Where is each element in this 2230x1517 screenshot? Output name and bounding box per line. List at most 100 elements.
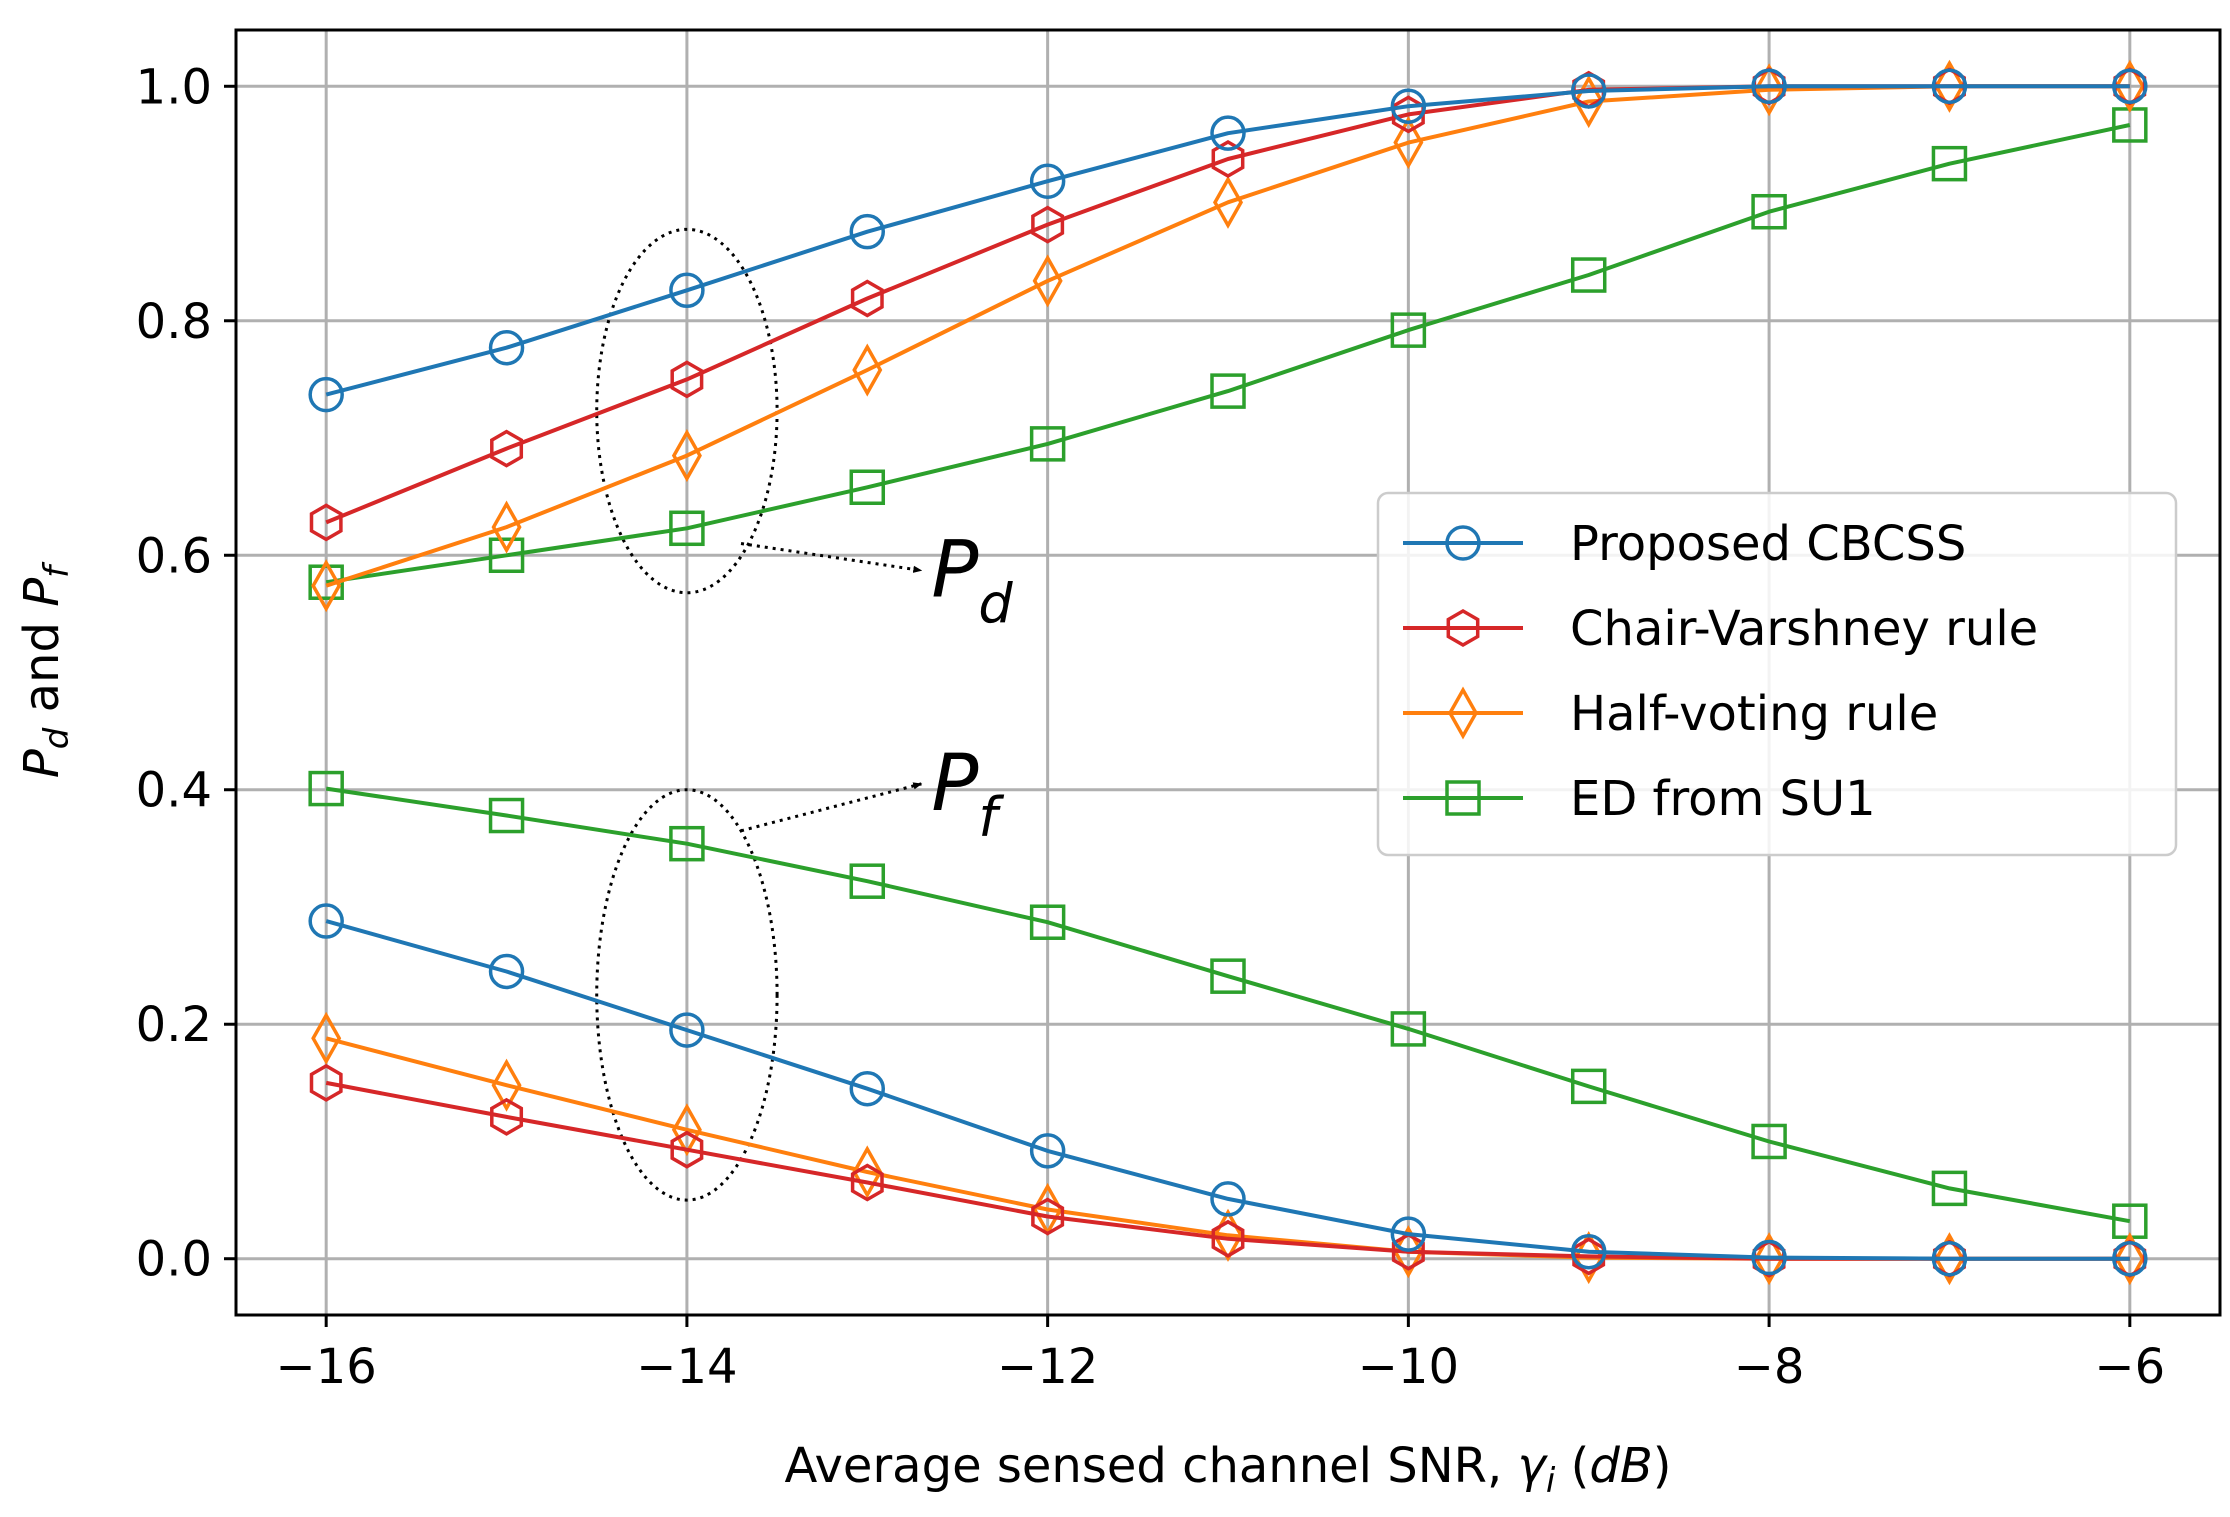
data-point-pf-half-voting-rule: [311, 1011, 342, 1065]
data-point-pf-ed-from-su1: [1390, 1011, 1427, 1047]
x-tick-label: −8: [1734, 1339, 1805, 1395]
data-point-pd-ed-from-su1: [669, 510, 705, 547]
x-tick-label: −12: [997, 1339, 1098, 1395]
series-line-pd-half-voting-rule: [325, 84, 2130, 588]
legend-swatch-marker: [1446, 608, 1480, 648]
data-point-pf-ed-from-su1: [1931, 1170, 1968, 1207]
plot-series: [308, 59, 2148, 1286]
data-point-pf-chair-varshney-rule: [1031, 1197, 1065, 1236]
data-point-pf-proposed-cbcss: [849, 1070, 886, 1107]
legend-box: [1376, 491, 2178, 857]
x-axis-title: Average sensed channel SNR, γi (dB): [784, 1438, 1671, 1501]
data-point-pf-proposed-cbcss: [488, 953, 525, 990]
data-point-pf-ed-from-su1: [1751, 1123, 1787, 1160]
data-point-pd-ed-from-su1: [1210, 373, 1246, 409]
data-point-pf-ed-from-su1: [1029, 904, 1066, 940]
data-point-pd-proposed-cbcss: [1931, 68, 1968, 105]
series-line-pd-proposed-cbcss: [325, 84, 2130, 397]
data-point-pd-half-voting-rule: [1212, 175, 1244, 229]
annotation-arrow-d: [740, 542, 923, 573]
annotation-ellipse-f: [595, 788, 779, 1202]
x-axis: −16 −14 −12 −10 −8 −6: [276, 1315, 2165, 1395]
data-point-pf-proposed-cbcss: [308, 903, 344, 939]
data-point-pd-proposed-cbcss: [849, 213, 886, 250]
data-point-pd-proposed-cbcss: [1570, 73, 1607, 109]
data-point-pd-half-voting-rule: [1754, 63, 1785, 117]
y-tick-label: 0.8: [136, 294, 212, 350]
data-point-pd-half-voting-rule: [852, 343, 883, 397]
data-point-pf-ed-from-su1: [849, 863, 886, 899]
data-point-pf-ed-from-su1: [1570, 1068, 1607, 1105]
data-point-pd-proposed-cbcss: [2112, 68, 2148, 105]
annotations: Pd Pf: [595, 227, 1013, 1202]
data-point-pf-ed-from-su1: [488, 797, 525, 834]
y-tick-label: 0.0: [136, 1232, 212, 1288]
data-point-pf-proposed-cbcss: [1751, 1239, 1787, 1276]
legend-swatch-marker: [1445, 525, 1481, 561]
data-point-pf-ed-from-su1: [1210, 958, 1246, 994]
data-point-pd-ed-from-su1: [488, 537, 525, 574]
series-line-pd-ed-from-su1: [325, 123, 2131, 585]
legend-item-chair-varshney-rule: Chair-Varshney rule: [1403, 601, 2038, 657]
x-tick-label: −6: [2094, 1339, 2165, 1395]
legend-swatch-marker: [1445, 780, 1481, 816]
data-point-pd-half-voting-rule: [1032, 254, 1063, 308]
data-point-pf-ed-from-su1: [669, 825, 705, 862]
data-point-pf-proposed-cbcss: [669, 1012, 705, 1048]
data-point-pd-ed-from-su1: [1390, 312, 1427, 348]
plot-frame: [234, 28, 2222, 1317]
y-tick-label: 1.0: [136, 59, 212, 115]
data-point-pd-chair-varshney-rule: [490, 429, 524, 468]
data-point-pf-half-voting-rule: [671, 1103, 702, 1157]
series-line-pf-ed-from-su1: [325, 786, 2131, 1224]
data-point-pd-half-voting-rule: [671, 429, 702, 483]
data-point-pf-half-voting-rule: [2114, 1232, 2145, 1286]
y-tick-label: 0.2: [136, 997, 212, 1053]
data-point-pd-chair-varshney-rule: [850, 279, 884, 318]
legend: Proposed CBCSS Chair-Varshney rule Half-vo…: [1376, 491, 2178, 857]
data-point-pd-proposed-cbcss: [1210, 115, 1246, 151]
data-point-pd-ed-from-su1: [1570, 257, 1607, 293]
legend-label: Chair-Varshney rule: [1570, 601, 2038, 657]
data-point-pf-proposed-cbcss: [1390, 1216, 1427, 1252]
data-point-pd-chair-varshney-rule: [309, 503, 343, 542]
x-tick-label: −10: [1358, 1339, 1459, 1395]
annotation-label-f: Pf: [931, 739, 1004, 849]
data-point-pf-chair-varshney-rule: [1211, 1219, 1245, 1258]
data-point-pd-ed-from-su1: [1931, 145, 1968, 182]
data-point-pf-chair-varshney-rule: [670, 1130, 704, 1169]
data-point-pd-chair-varshney-rule: [1031, 205, 1065, 244]
data-point-pd-proposed-cbcss: [488, 329, 525, 366]
legend-label: Half-voting rule: [1570, 686, 1938, 742]
data-point-pd-ed-from-su1: [1751, 193, 1787, 230]
data-point-pd-half-voting-rule: [1573, 74, 1604, 129]
data-point-pd-half-voting-rule: [2114, 59, 2145, 113]
data-point-pf-ed-from-su1: [308, 770, 344, 807]
annotation-label-d: Pd: [931, 525, 1013, 635]
data-point-pd-proposed-cbcss: [1029, 163, 1066, 199]
legend-item-half-voting-rule: Half-voting rule: [1403, 686, 1938, 742]
data-point-pf-proposed-cbcss: [2112, 1240, 2148, 1277]
data-point-pd-proposed-cbcss: [1751, 68, 1787, 105]
data-point-pd-proposed-cbcss: [669, 272, 705, 309]
y-tick-label: 0.6: [136, 528, 212, 584]
legend-item-proposed-cbcss: Proposed CBCSS: [1403, 516, 1966, 572]
data-point-pf-half-voting-rule: [1754, 1232, 1785, 1286]
legend-swatch-marker: [1447, 686, 1479, 740]
data-point-pf-chair-varshney-rule: [490, 1097, 524, 1136]
data-point-pd-half-voting-rule: [1934, 59, 1965, 113]
y-axis: 0.0 0.2 0.4 0.6 0.8 1.0: [136, 59, 236, 1288]
x-tick-label: −16: [276, 1339, 377, 1395]
series-ed-from-su1: [308, 107, 2148, 1239]
data-point-pf-half-voting-rule: [1393, 1225, 1424, 1279]
data-point-pd-proposed-cbcss: [1390, 88, 1427, 124]
data-point-pf-proposed-cbcss: [1931, 1240, 1968, 1277]
data-point-pf-chair-varshney-rule: [850, 1163, 884, 1202]
data-point-pd-ed-from-su1: [849, 469, 886, 506]
data-point-pf-proposed-cbcss: [1210, 1181, 1246, 1217]
data-point-pd-ed-from-su1: [1029, 426, 1066, 462]
data-point-pf-proposed-cbcss: [1029, 1133, 1066, 1169]
data-point-pf-proposed-cbcss: [1570, 1233, 1607, 1270]
y-tick-label: 0.4: [136, 763, 212, 819]
